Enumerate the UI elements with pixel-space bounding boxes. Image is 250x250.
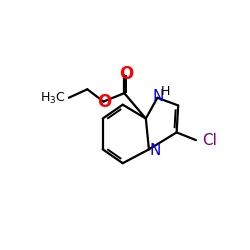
Text: O: O bbox=[97, 94, 112, 112]
Text: H$_3$C: H$_3$C bbox=[40, 91, 66, 106]
Text: H: H bbox=[160, 85, 170, 98]
Text: N: N bbox=[152, 90, 164, 104]
Text: Cl: Cl bbox=[202, 134, 217, 148]
Text: O: O bbox=[119, 65, 133, 83]
Text: N: N bbox=[150, 144, 161, 158]
